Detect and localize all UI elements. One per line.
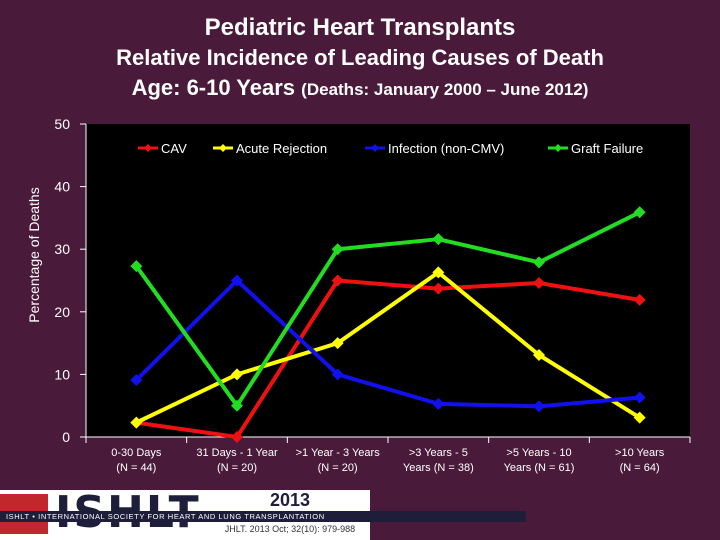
series-line-0 [136,278,640,439]
chart-title: Pediatric Heart Transplants [204,14,516,41]
series-point-1 [432,266,445,279]
deaths-period-label: (Deaths: January 2000 – June 2012) [301,80,589,99]
legend-marker [554,144,562,152]
series-point-3 [633,206,646,219]
legend-marker [144,144,152,152]
series-point-2 [432,397,445,410]
x-tick-label: Years (N = 38) [403,462,474,474]
x-tick-label: >1 Year - 3 Years [296,447,381,459]
series-point-3 [130,260,143,273]
y-tick-label: 50 [54,116,70,132]
society-name-band: ISHLT • INTERNATIONAL SOCIETY FOR HEART … [0,511,526,522]
legend-label: Infection (non-CMV) [388,141,504,156]
series-point-3 [432,233,445,246]
series-point-2 [533,400,545,413]
y-tick-label: 0 [62,429,70,445]
line-chart: 0 10 20 30 40 50 0-30 Days (N = 44) 31 Days - 1 … [54,116,691,474]
chart-age-line: Age: 6-10 Years (Deaths: January 2000 – … [0,75,720,101]
series-point-1 [331,337,344,350]
chart-subtitle: Relative Incidence of Leading Causes of … [116,45,604,70]
legend-label: Graft Failure [571,141,643,156]
series-line-2 [134,278,640,409]
series-point-3 [331,243,344,256]
x-tick-label: 0-30 Days [111,447,162,459]
footer-year: 2013 [269,490,311,510]
series-point-0 [432,282,445,295]
legend-marker [219,144,227,152]
legend-marker [371,144,379,152]
legend-label: Acute Rejection [236,141,327,156]
footer-citation: JHLT. 2013 Oct; 32(10): 979-988 [224,524,356,534]
series-point-2 [331,368,344,381]
x-tick-label: (N = 20) [217,462,257,474]
series-point-2 [130,374,143,387]
series-point-0 [533,277,545,290]
series-point-3 [533,256,545,269]
series-point-1 [231,368,243,381]
series-point-0 [331,274,344,287]
x-tick-label: >3 Years - 5 [409,447,468,459]
series-point-0 [231,431,243,443]
series-point-2 [633,391,646,404]
x-tick-label: (N = 64) [620,462,660,474]
y-tick-label: 10 [54,366,70,382]
legend-label: CAV [161,141,187,156]
series-point-1 [633,411,646,424]
x-tick-label: 31 Days - 1 Year [196,447,278,459]
y-tick-label: 40 [54,179,70,195]
y-tick-label: 30 [54,241,70,257]
age-label: Age: 6-10 Years [131,75,296,100]
y-tick-label: 20 [54,304,70,320]
x-tick-label: (N = 44) [116,462,156,474]
x-tick-label: (N = 20) [318,462,358,474]
series-point-1 [130,416,143,429]
x-tick-label: Years (N = 61) [504,462,575,474]
x-tick-label: >5 Years - 10 [506,447,571,459]
series-point-0 [633,293,646,306]
series-point-1 [533,348,545,361]
series-point-3 [231,399,243,412]
x-tick-label: >10 Years [615,447,665,459]
series-line-3 [134,210,641,408]
series-point-2 [231,274,243,287]
